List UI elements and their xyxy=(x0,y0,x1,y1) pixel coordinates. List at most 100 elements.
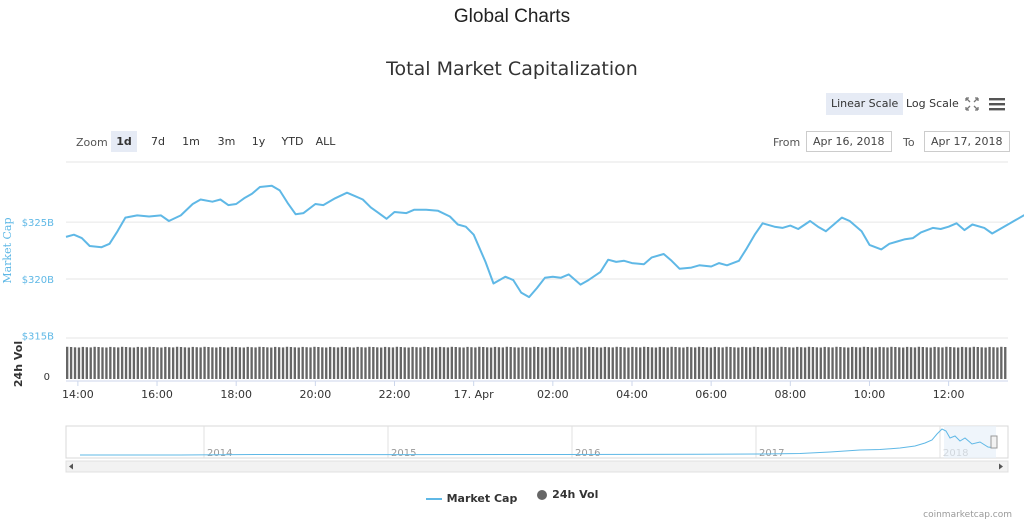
legend-line-icon xyxy=(425,497,442,500)
volume-bar xyxy=(913,347,917,379)
volume-bar xyxy=(120,346,124,379)
log-scale-button[interactable]: Log Scale xyxy=(906,97,959,110)
volume-bar xyxy=(694,347,697,379)
volume-bar xyxy=(81,346,85,379)
volume-bar xyxy=(898,347,901,379)
volume-bar xyxy=(760,347,764,379)
volume-bar xyxy=(799,347,803,379)
volume-bar xyxy=(839,347,842,379)
volume-bar xyxy=(234,347,238,379)
zoom-button-ytd[interactable]: YTD xyxy=(281,135,304,148)
volume-bar xyxy=(336,347,340,379)
chart-title: Total Market Capitalization xyxy=(386,58,638,80)
zoom-button-1d[interactable]: 1d xyxy=(111,131,137,152)
volume-bar xyxy=(674,347,677,379)
volume-bar xyxy=(223,347,226,379)
volume-bar xyxy=(415,347,418,379)
expand-arrows-icon[interactable] xyxy=(965,97,979,116)
volume-bar xyxy=(164,346,167,379)
volume-bar xyxy=(854,347,858,379)
zoom-button-1y[interactable]: 1y xyxy=(251,135,266,148)
volume-bar xyxy=(788,347,791,379)
volume-bar xyxy=(332,347,336,379)
zoom-button-1m[interactable]: 1m xyxy=(182,135,200,148)
volume-bar xyxy=(478,346,481,379)
volume-bar xyxy=(258,346,261,379)
volume-bar xyxy=(203,346,206,379)
volume-bar xyxy=(654,347,658,379)
volume-bar xyxy=(725,346,728,379)
page-title: Global Charts xyxy=(453,6,571,27)
volume-bar xyxy=(591,347,595,379)
volume-bar xyxy=(980,347,983,379)
volume-bar xyxy=(933,346,936,379)
volume-bar xyxy=(894,347,897,379)
volume-bar xyxy=(521,346,524,379)
navigator-scrollbar[interactable] xyxy=(65,460,1009,473)
volume-bar xyxy=(646,347,650,379)
volume-bar xyxy=(97,347,100,379)
legend-market-cap-label: Market Cap xyxy=(446,492,518,505)
volume-bar xyxy=(136,346,139,379)
volume-bar xyxy=(748,347,752,379)
volume-bar xyxy=(454,347,457,379)
volume-bar xyxy=(450,346,453,379)
to-date-input[interactable]: Apr 17, 2018 xyxy=(924,131,1010,152)
x-tick-label: 08:00 xyxy=(774,388,806,401)
volume-bar xyxy=(289,347,293,379)
volume-bar xyxy=(803,347,807,379)
volume-bar xyxy=(391,347,395,379)
volume-bar xyxy=(274,346,277,379)
volume-bar xyxy=(956,347,960,379)
from-date-input[interactable]: Apr 16, 2018 xyxy=(806,131,892,152)
volume-bar xyxy=(399,347,402,379)
volume-bar xyxy=(580,347,583,379)
volume-bar xyxy=(509,347,512,379)
volume-bar xyxy=(929,347,932,379)
volume-bar xyxy=(317,347,320,379)
x-tick-label: 12:00 xyxy=(933,388,965,401)
volume-bar xyxy=(678,347,681,379)
volume-bar xyxy=(843,347,846,379)
volume-bar xyxy=(964,347,968,379)
y-tick-label: $320B xyxy=(22,275,54,286)
volume-bar xyxy=(175,346,179,379)
volume-bar xyxy=(878,346,881,379)
volume-bar xyxy=(953,347,956,379)
volume-axis-title: 24h Vol xyxy=(12,341,25,387)
volume-bar xyxy=(395,346,399,379)
zoom-button-all[interactable]: ALL xyxy=(315,135,336,148)
zoom-button-3m[interactable]: 3m xyxy=(217,135,236,148)
navigator-frame xyxy=(65,425,1009,459)
volume-bar xyxy=(909,347,913,379)
zoom-button-7d[interactable]: 7d xyxy=(151,135,165,148)
hamburger-menu-icon[interactable] xyxy=(989,97,1005,116)
volume-bar xyxy=(156,347,159,379)
volume-bar xyxy=(262,347,265,379)
volume-bar xyxy=(866,347,870,379)
volume-bar xyxy=(701,347,705,379)
legend-volume[interactable]: 24h Vol xyxy=(537,488,598,501)
volume-bar xyxy=(113,347,116,379)
volume-bar xyxy=(670,346,673,379)
market-cap-line xyxy=(65,184,1024,299)
volume-bar xyxy=(85,347,88,379)
legend-market-cap[interactable]: Market Cap xyxy=(425,492,518,505)
linear-scale-button[interactable]: Linear Scale xyxy=(826,93,904,115)
x-tick-label: 16:00 xyxy=(141,388,173,401)
volume-bar xyxy=(552,347,556,379)
volume-bar xyxy=(187,347,191,379)
volume-bar xyxy=(976,347,979,379)
volume-bar xyxy=(73,347,77,379)
volume-bar xyxy=(254,347,257,379)
volume-bar xyxy=(226,347,230,379)
volume-bar xyxy=(383,346,387,379)
volume-bar xyxy=(745,347,748,379)
x-tick-label: 18:00 xyxy=(220,388,252,401)
navigator-handle[interactable] xyxy=(990,435,998,449)
volume-bar xyxy=(328,346,332,379)
volume-bar xyxy=(501,347,505,379)
scroll-left-arrow-icon[interactable] xyxy=(69,463,73,470)
volume-bar xyxy=(650,347,654,379)
scroll-right-arrow-icon[interactable] xyxy=(999,463,1003,470)
